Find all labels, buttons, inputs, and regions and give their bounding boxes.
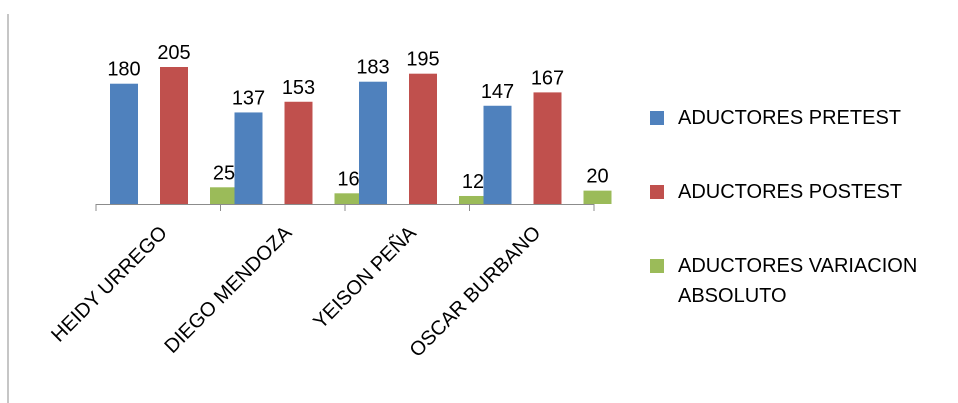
data-label-2-1: 205 <box>157 42 190 64</box>
data-label-1-2: 137 <box>232 87 265 109</box>
data-label-1-1: 180 <box>107 59 140 81</box>
bar-1-2 <box>234 112 263 204</box>
legend-swatch-3 <box>650 259 664 273</box>
bar-3-4 <box>583 190 612 204</box>
x-tick-label-3: YEISON PEÑA <box>308 220 421 333</box>
bar-2-4 <box>533 92 562 204</box>
data-label-3-3: 12 <box>462 171 484 193</box>
bar-3-1 <box>210 187 238 204</box>
bar-2-1 <box>160 67 188 204</box>
data-label-3-1: 25 <box>213 162 235 184</box>
bar-3-2 <box>334 193 363 204</box>
data-label-3-4: 20 <box>586 166 608 188</box>
x-tick-label-4: OSCAR BURBANO <box>406 222 546 362</box>
data-label-2-2: 153 <box>282 77 315 99</box>
bar-1-1 <box>110 83 138 204</box>
legend-swatch-1 <box>650 111 664 125</box>
data-label-3-2: 16 <box>337 168 359 190</box>
data-label-2-4: 167 <box>531 67 564 89</box>
data-label-2-3: 195 <box>406 49 439 71</box>
legend: ADUCTORES PRETEST ADUCTORES POSTEST ADUCTO… <box>650 107 917 307</box>
bar-2-2 <box>284 101 313 204</box>
legend-label-3: ADUCTORES VARIACION ABSOLUTO <box>678 255 917 307</box>
legend-label-1: ADUCTORES PRETEST <box>678 107 901 129</box>
data-label-1-4: 147 <box>481 81 514 103</box>
x-tick-label-1: HEIDY URREGO <box>47 222 172 347</box>
bar-2-3 <box>409 73 437 205</box>
bar-1-3 <box>359 81 387 204</box>
plot-area: 180 205 25 137 153 16 183 195 12 147 167 20 <box>107 42 612 205</box>
bar-1-4 <box>483 105 512 204</box>
legend-swatch-2 <box>650 185 664 199</box>
data-label-1-3: 183 <box>356 57 389 79</box>
x-tick-label-2: DIEGO MENDOZA <box>161 222 297 358</box>
legend-label-2: ADUCTORES POSTEST <box>678 181 902 203</box>
bar-3-3 <box>459 195 487 204</box>
